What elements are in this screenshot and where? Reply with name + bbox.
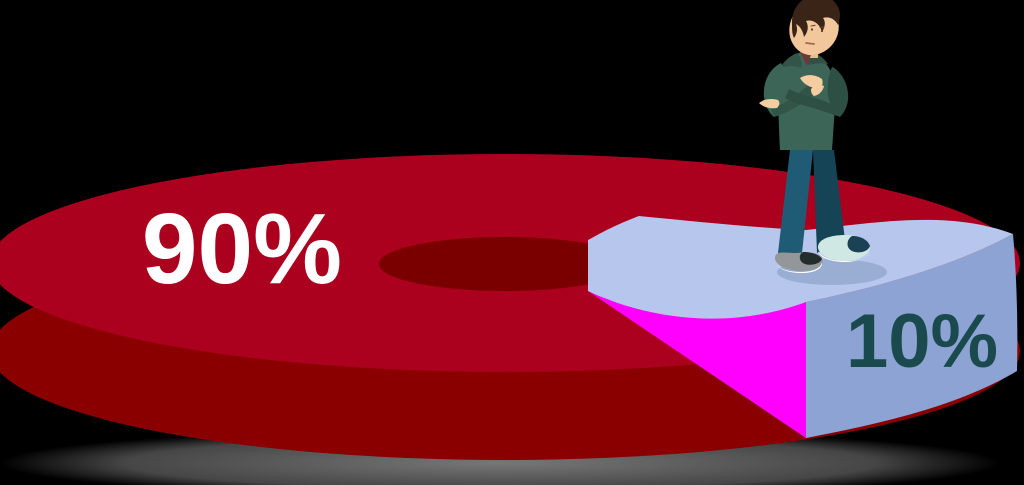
svg-text:90%: 90% [142,193,342,305]
svg-text:10%: 10% [846,299,998,384]
